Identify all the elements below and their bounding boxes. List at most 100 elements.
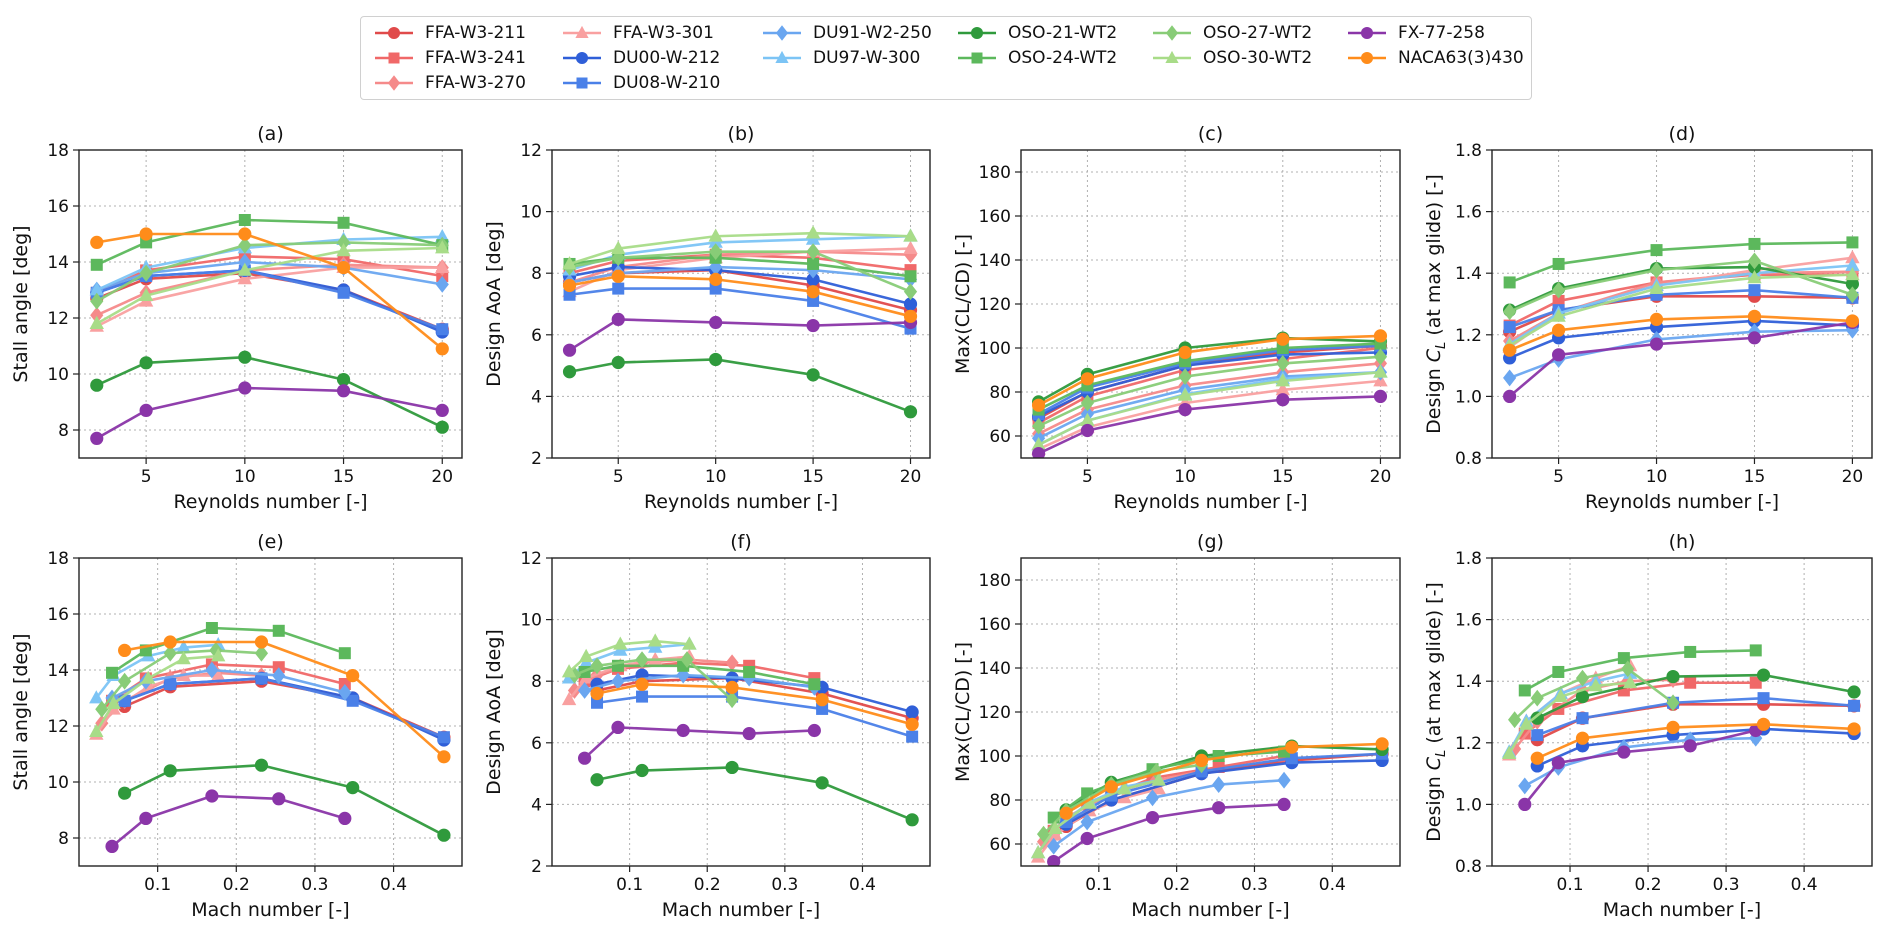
series-DU91-W2-250 [1047,771,1291,855]
series-NACA63(3)430 [590,677,919,731]
data-point [1178,403,1192,417]
data-point [1503,343,1517,357]
legend-item: NACA63(3)430 [1346,46,1524,70]
data-point [1576,712,1589,725]
legend-item: DU08-W-210 [561,71,720,95]
legend-marker [970,26,984,40]
data-point [437,731,450,744]
data-point [806,272,820,286]
y-tick-label: 160 [979,207,1011,227]
data-point [337,286,350,299]
data-point [1551,308,1566,322]
legend-swatch [958,52,996,64]
panel-title: (a) [257,123,283,145]
data-point [1650,244,1663,257]
data-point [635,677,649,691]
y-tick-label: 8 [531,264,542,284]
data-point [1048,820,1063,834]
y-tick-label: 14 [47,661,69,681]
x-tick-label: 15 [333,467,355,487]
x-axis-label: Reynolds number [-] [1113,491,1307,513]
x-tick-label: 20 [1842,467,1864,487]
y-tick-label: 12 [47,309,69,329]
y-tick-label: 1.8 [1455,141,1482,161]
data-point [1503,276,1516,289]
data-point [336,234,351,251]
series-DU91-W2-250 [577,666,821,699]
data-point [437,828,451,842]
data-point [1503,369,1517,387]
series-FFA-W3-241 [1518,676,1762,740]
y-tick-label: 60 [989,835,1011,855]
data-point [1575,669,1590,687]
data-point [1104,780,1118,794]
series-NACA63(3)430 [1031,329,1388,412]
data-point [106,695,121,709]
data-point [1519,716,1534,730]
data-point [1080,813,1094,831]
x-tick-label: 0.4 [1791,875,1818,895]
data-point [1551,348,1566,362]
legend-label: FFA-W3-211 [425,23,526,43]
data-point [435,229,450,243]
legend-label: FFA-W3-241 [425,48,526,68]
series-OSO-21-WT2 [118,758,451,842]
series-FX-77-258 [1518,723,1763,812]
x-tick-label: 15 [1272,467,1294,487]
panel-f: 0.1 0.2 0.3 0.4 2 4 6 8 10 12 (f) Mach number [-] De… [483,531,931,921]
data-point [118,694,131,707]
legend-marker [387,26,401,40]
data-point [238,350,252,364]
series-FX-77-258 [90,381,449,445]
data-point [562,256,577,270]
legend-marker [576,77,588,89]
data-point [163,644,177,662]
data-point [562,365,577,379]
data-point [1848,699,1861,712]
data-point [1575,731,1590,745]
x-tick-label: 5 [1553,467,1564,487]
data-point [903,297,918,311]
y-tick-label: 140 [979,251,1011,271]
data-point [1649,280,1664,294]
legend-marker [388,52,400,64]
data-point [1747,309,1762,323]
series-OSO-30-WT2 [561,633,697,678]
legend-marker [775,50,789,63]
y-tick-label: 1.0 [1455,795,1482,815]
data-point [904,270,917,283]
y-axis-label: Stall angle [deg] [10,225,32,382]
plot-area [562,225,918,419]
legend-label: FFA-W3-301 [613,23,714,43]
x-axis-label: Mach number [-] [191,899,349,921]
legend-swatch [1348,26,1386,40]
data-point [709,272,723,286]
x-tick-label: 20 [1370,467,1392,487]
series-OSO-30-WT2 [562,225,918,270]
data-point [1845,286,1860,304]
data-point [163,764,177,778]
y-axis-label: Design CL (at max glide) [-] [1423,174,1449,434]
series-line [96,246,443,325]
x-tick-label: 0.2 [1163,875,1190,895]
plot-area [1501,644,1861,812]
x-tick-label: 5 [613,467,624,487]
series-OSO-30-WT2 [1501,674,1638,759]
data-point [1177,387,1193,401]
data-point [1747,252,1762,270]
legend-swatch [1153,25,1191,41]
legend: FFA-W3-211 FFA-W3-241 FFA-W3-270 FFA-W3-301… [360,16,1532,100]
x-tick-label: 10 [234,467,256,487]
y-tick-label: 10 [47,365,69,385]
data-point [338,647,351,660]
data-point [708,228,723,242]
data-point [1285,740,1299,754]
data-point [1684,645,1697,658]
plot-area [1030,737,1389,866]
data-point [211,648,226,662]
x-axis-label: Mach number [-] [1603,899,1761,921]
data-point [1194,753,1209,768]
legend-swatch [375,75,413,91]
data-point [205,789,219,803]
data-point [89,723,104,737]
